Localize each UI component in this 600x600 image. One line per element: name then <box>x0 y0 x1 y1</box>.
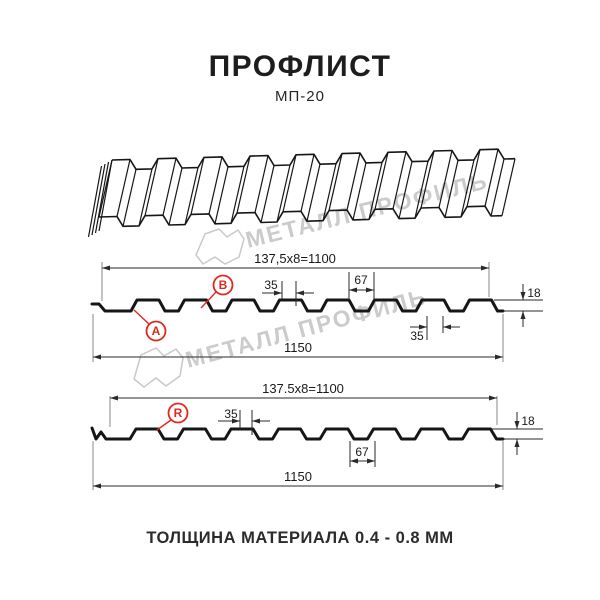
page-title: ПРОФЛИСТ <box>209 50 392 83</box>
dim-label: 35 <box>410 329 424 343</box>
dim-valley-span: 67 <box>348 272 375 300</box>
dim-label: 67 <box>355 445 369 459</box>
dim-label: 35 <box>224 407 238 421</box>
dim-profile-height: 18 <box>494 284 543 327</box>
dim-label: 18 <box>527 286 541 300</box>
callout-a-label: A <box>152 324 161 338</box>
dim-label: 67 <box>354 273 368 287</box>
section-view-front: 137,5x8=1100 35 67 <box>90 251 543 362</box>
dim-valley-span: 67 <box>349 441 376 467</box>
dim-label: 18 <box>521 414 535 428</box>
section-view-reverse: 137.5x8=1100 35 67 <box>90 381 543 490</box>
dim-crest-width: 35 <box>262 278 314 306</box>
dim-crest-width: 35 <box>218 407 270 435</box>
dim-label: 35 <box>264 278 278 292</box>
perspective-view <box>87 148 516 238</box>
footer-note: ТОЛЩИНА МАТЕРИАЛА 0.4 - 0.8 ММ <box>146 529 453 547</box>
callout-r: R <box>156 402 189 431</box>
dim-modular-width: 137,5x8=1100 <box>101 251 490 301</box>
watermark-text: МЕТАЛЛ ПРОФИЛЬ <box>183 283 430 373</box>
callout-b: B <box>200 274 234 309</box>
brand-logo-icon <box>195 228 245 265</box>
dim-total-width: 1150 <box>92 441 504 490</box>
dim-label: 137.5x8=1100 <box>262 381 344 396</box>
profile-outline <box>90 298 505 313</box>
dim-label: 1150 <box>284 469 312 484</box>
callout-b-label: B <box>219 278 228 292</box>
callout-a: A <box>133 309 167 342</box>
dim-label: 137,5x8=1100 <box>254 251 336 266</box>
callout-r-label: R <box>174 406 183 420</box>
brand-logo-icon <box>133 347 184 388</box>
dim-bottom-width: 35 <box>410 316 460 343</box>
dim-modular-width: 137.5x8=1100 <box>109 381 498 427</box>
profile-outline <box>90 426 505 441</box>
dim-label: 1150 <box>284 340 312 355</box>
page-subtitle: МП-20 <box>275 88 325 105</box>
dim-total-width: 1150 <box>92 314 504 362</box>
dim-profile-height: 18 <box>492 412 543 455</box>
